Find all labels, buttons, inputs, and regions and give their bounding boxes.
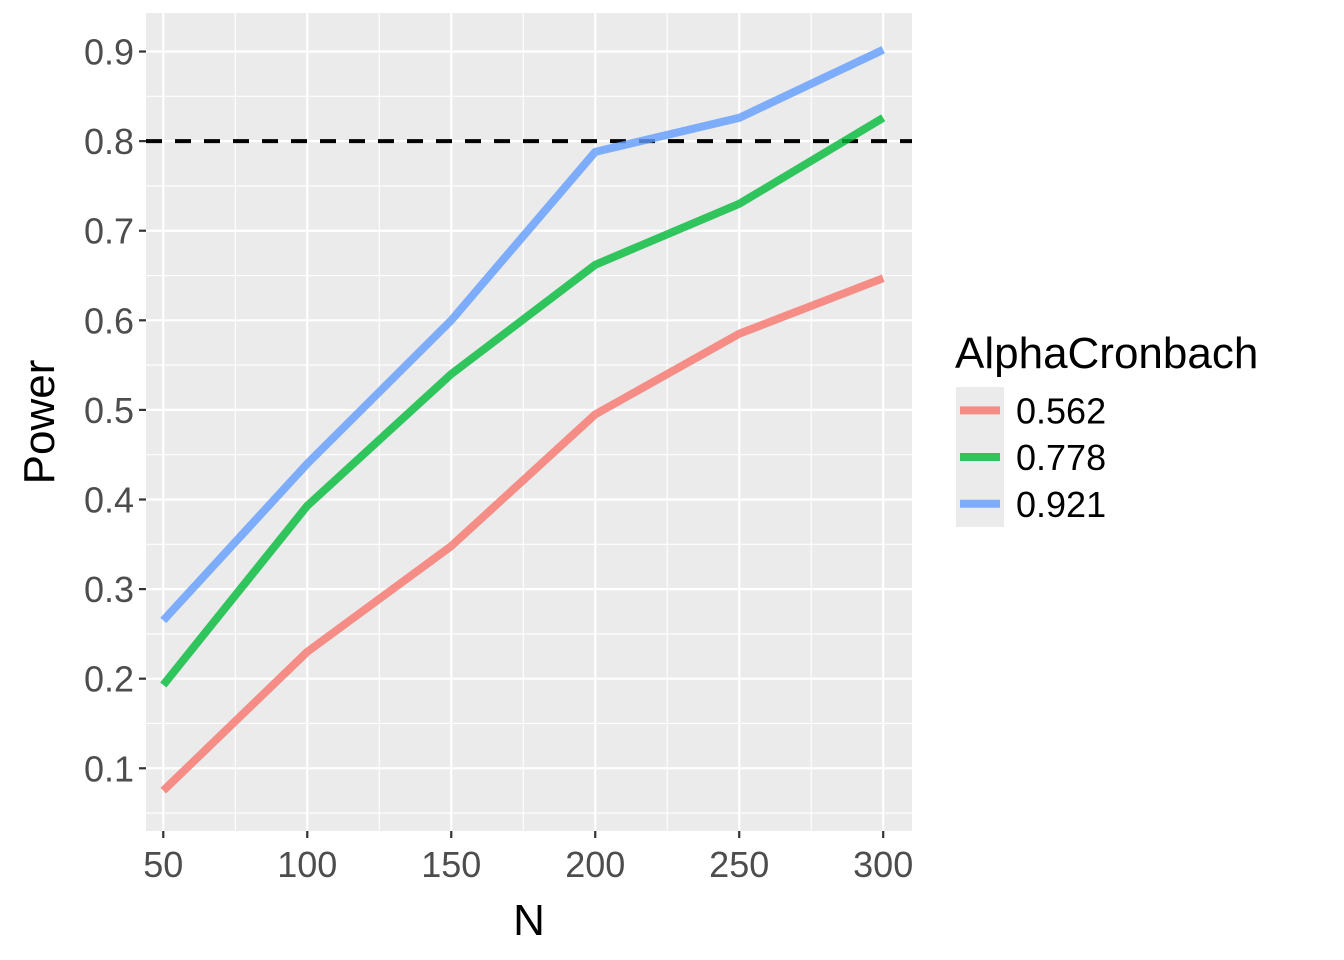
legend-label: 0.562 bbox=[1016, 390, 1106, 431]
x-axis: 50 100 150 200 250 300 bbox=[143, 831, 913, 885]
y-tick-label: 0.3 bbox=[84, 569, 134, 610]
x-tick-label: 200 bbox=[565, 844, 625, 885]
legend-label: 0.921 bbox=[1016, 484, 1106, 525]
major-gridlines bbox=[146, 13, 912, 831]
y-tick-label: 0.1 bbox=[84, 748, 134, 789]
x-tick-label: 100 bbox=[277, 844, 337, 885]
series-line-0.562 bbox=[160, 274, 885, 794]
x-tick-label: 150 bbox=[421, 844, 481, 885]
x-tick-label: 50 bbox=[143, 844, 183, 885]
series-line-0.778 bbox=[160, 114, 886, 688]
series-lines bbox=[160, 46, 886, 794]
legend-title: AlphaCronbach bbox=[955, 329, 1258, 378]
y-tick-label: 0.8 bbox=[84, 121, 134, 162]
x-tick-label: 250 bbox=[709, 844, 769, 885]
x-tick-label: 300 bbox=[853, 844, 913, 885]
series-line-0.921 bbox=[160, 46, 885, 624]
y-tick-label: 0.2 bbox=[84, 659, 134, 700]
y-axis: 0.1 0.2 0.3 0.4 0.5 0.6 0.7 0.8 0.9 bbox=[84, 32, 146, 789]
legend-label: 0.778 bbox=[1016, 437, 1106, 478]
y-tick-label: 0.5 bbox=[84, 390, 134, 431]
y-tick-label: 0.7 bbox=[84, 211, 134, 252]
y-tick-label: 0.9 bbox=[84, 32, 134, 73]
panel-background bbox=[146, 13, 912, 831]
legend: AlphaCronbach 0.562 0.778 0.921 bbox=[955, 329, 1258, 527]
y-tick-label: 0.4 bbox=[84, 479, 134, 520]
x-axis-title: N bbox=[513, 896, 545, 945]
y-axis-title: Power bbox=[15, 360, 64, 485]
y-tick-label: 0.6 bbox=[84, 300, 134, 341]
